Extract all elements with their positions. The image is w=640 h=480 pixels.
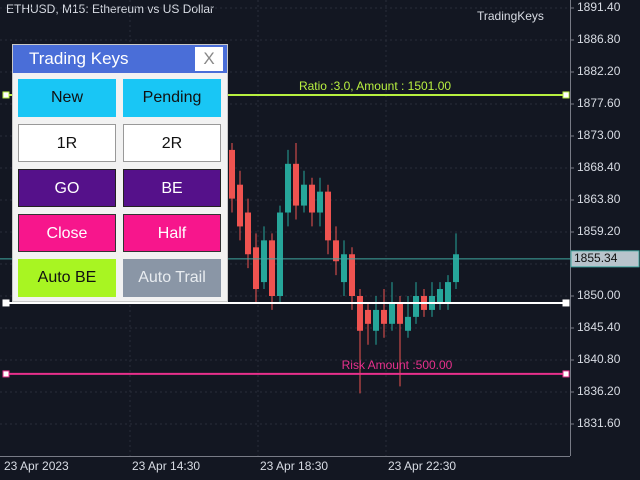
brand-label: TradingKeys bbox=[477, 9, 544, 23]
candle-body bbox=[301, 184, 307, 206]
y-tick-label: 1863.80 bbox=[577, 192, 621, 206]
panel-button[interactable]: Half bbox=[123, 214, 221, 252]
button-grid: New Pending 1R 2R GO BE Close Half Auto BE Auto T… bbox=[13, 73, 227, 303]
stop-line-handle bbox=[562, 370, 570, 378]
panel-button[interactable]: Auto Trail bbox=[123, 259, 221, 297]
close-button[interactable]: X bbox=[195, 47, 223, 71]
panel-button[interactable]: Auto BE bbox=[18, 259, 116, 297]
y-tick-label: 1845.40 bbox=[577, 320, 621, 334]
candle-body bbox=[413, 296, 419, 317]
y-tick-label: 1859.20 bbox=[577, 224, 621, 238]
candle-body bbox=[389, 302, 395, 324]
panel-button[interactable]: BE bbox=[123, 169, 221, 207]
candle-body bbox=[253, 247, 259, 290]
candle-body bbox=[381, 309, 387, 324]
y-tick-label: 1850.00 bbox=[577, 288, 621, 302]
candle-body bbox=[317, 191, 323, 213]
panel-button[interactable]: Pending bbox=[123, 79, 221, 117]
x-tick-label: 23 Apr 14:30 bbox=[132, 459, 200, 473]
panel-button[interactable]: Close bbox=[18, 214, 116, 252]
price-tag-label: 1855.34 bbox=[574, 251, 618, 265]
candle-body bbox=[341, 254, 347, 283]
candle-body bbox=[245, 212, 251, 255]
y-tick-label: 1868.40 bbox=[577, 160, 621, 174]
panel-button[interactable]: 1R bbox=[18, 124, 116, 162]
candle-body bbox=[349, 254, 355, 296]
price-tag bbox=[570, 250, 640, 268]
candle-body bbox=[285, 163, 291, 213]
stop-line-label: Risk Amount :500.00 bbox=[342, 358, 453, 372]
y-tick-label: 1891.40 bbox=[577, 0, 621, 14]
entry-line-handle bbox=[2, 299, 10, 307]
candle-body bbox=[373, 309, 379, 331]
x-tick-label: 23 Apr 22:30 bbox=[388, 459, 456, 473]
panel-header: Trading Keys X bbox=[13, 45, 227, 73]
y-tick-label: 1836.20 bbox=[577, 384, 621, 398]
y-tick-label: 1840.80 bbox=[577, 352, 621, 366]
take-profit-line-handle bbox=[2, 91, 10, 99]
candle-body bbox=[365, 309, 371, 324]
candle-body bbox=[397, 302, 403, 324]
candle-body bbox=[453, 254, 459, 283]
panel-button[interactable]: 2R bbox=[123, 124, 221, 162]
y-tick-label: 1877.60 bbox=[577, 96, 621, 110]
panel-button[interactable]: New bbox=[18, 79, 116, 117]
stop-line-handle bbox=[2, 370, 10, 378]
candle-body bbox=[293, 163, 299, 206]
panel-button[interactable]: GO bbox=[18, 169, 116, 207]
candle-body bbox=[405, 316, 411, 331]
y-tick-label: 1886.80 bbox=[577, 32, 621, 46]
x-tick-label: 23 Apr 2023 bbox=[4, 459, 69, 473]
symbol-label: ETHUSD, M15: Ethereum vs US Dollar bbox=[6, 2, 214, 16]
candle-body bbox=[437, 289, 443, 303]
trading-keys-panel: Trading Keys X New Pending 1R 2R GO BE Close Hal… bbox=[12, 44, 228, 302]
y-tick-label: 1873.00 bbox=[577, 128, 621, 142]
candle-body bbox=[445, 282, 451, 303]
x-tick-label: 23 Apr 18:30 bbox=[260, 459, 328, 473]
y-tick-label: 1882.20 bbox=[577, 64, 621, 78]
y-tick-label: 1831.60 bbox=[577, 416, 621, 430]
candle-body bbox=[277, 212, 283, 296]
candle-body bbox=[237, 184, 243, 227]
candle-body bbox=[261, 240, 267, 283]
entry-line-handle bbox=[562, 299, 570, 307]
candle-body bbox=[269, 240, 275, 296]
candle-body bbox=[357, 296, 363, 331]
panel-title: Trading Keys bbox=[29, 49, 129, 68]
candle-body bbox=[333, 240, 339, 262]
candle-body bbox=[229, 149, 235, 199]
candle-body bbox=[309, 184, 315, 213]
take-profit-line-handle bbox=[562, 91, 570, 99]
candle-body bbox=[325, 191, 331, 241]
take-profit-line-label: Ratio :3.0, Amount : 1501.00 bbox=[299, 79, 451, 93]
